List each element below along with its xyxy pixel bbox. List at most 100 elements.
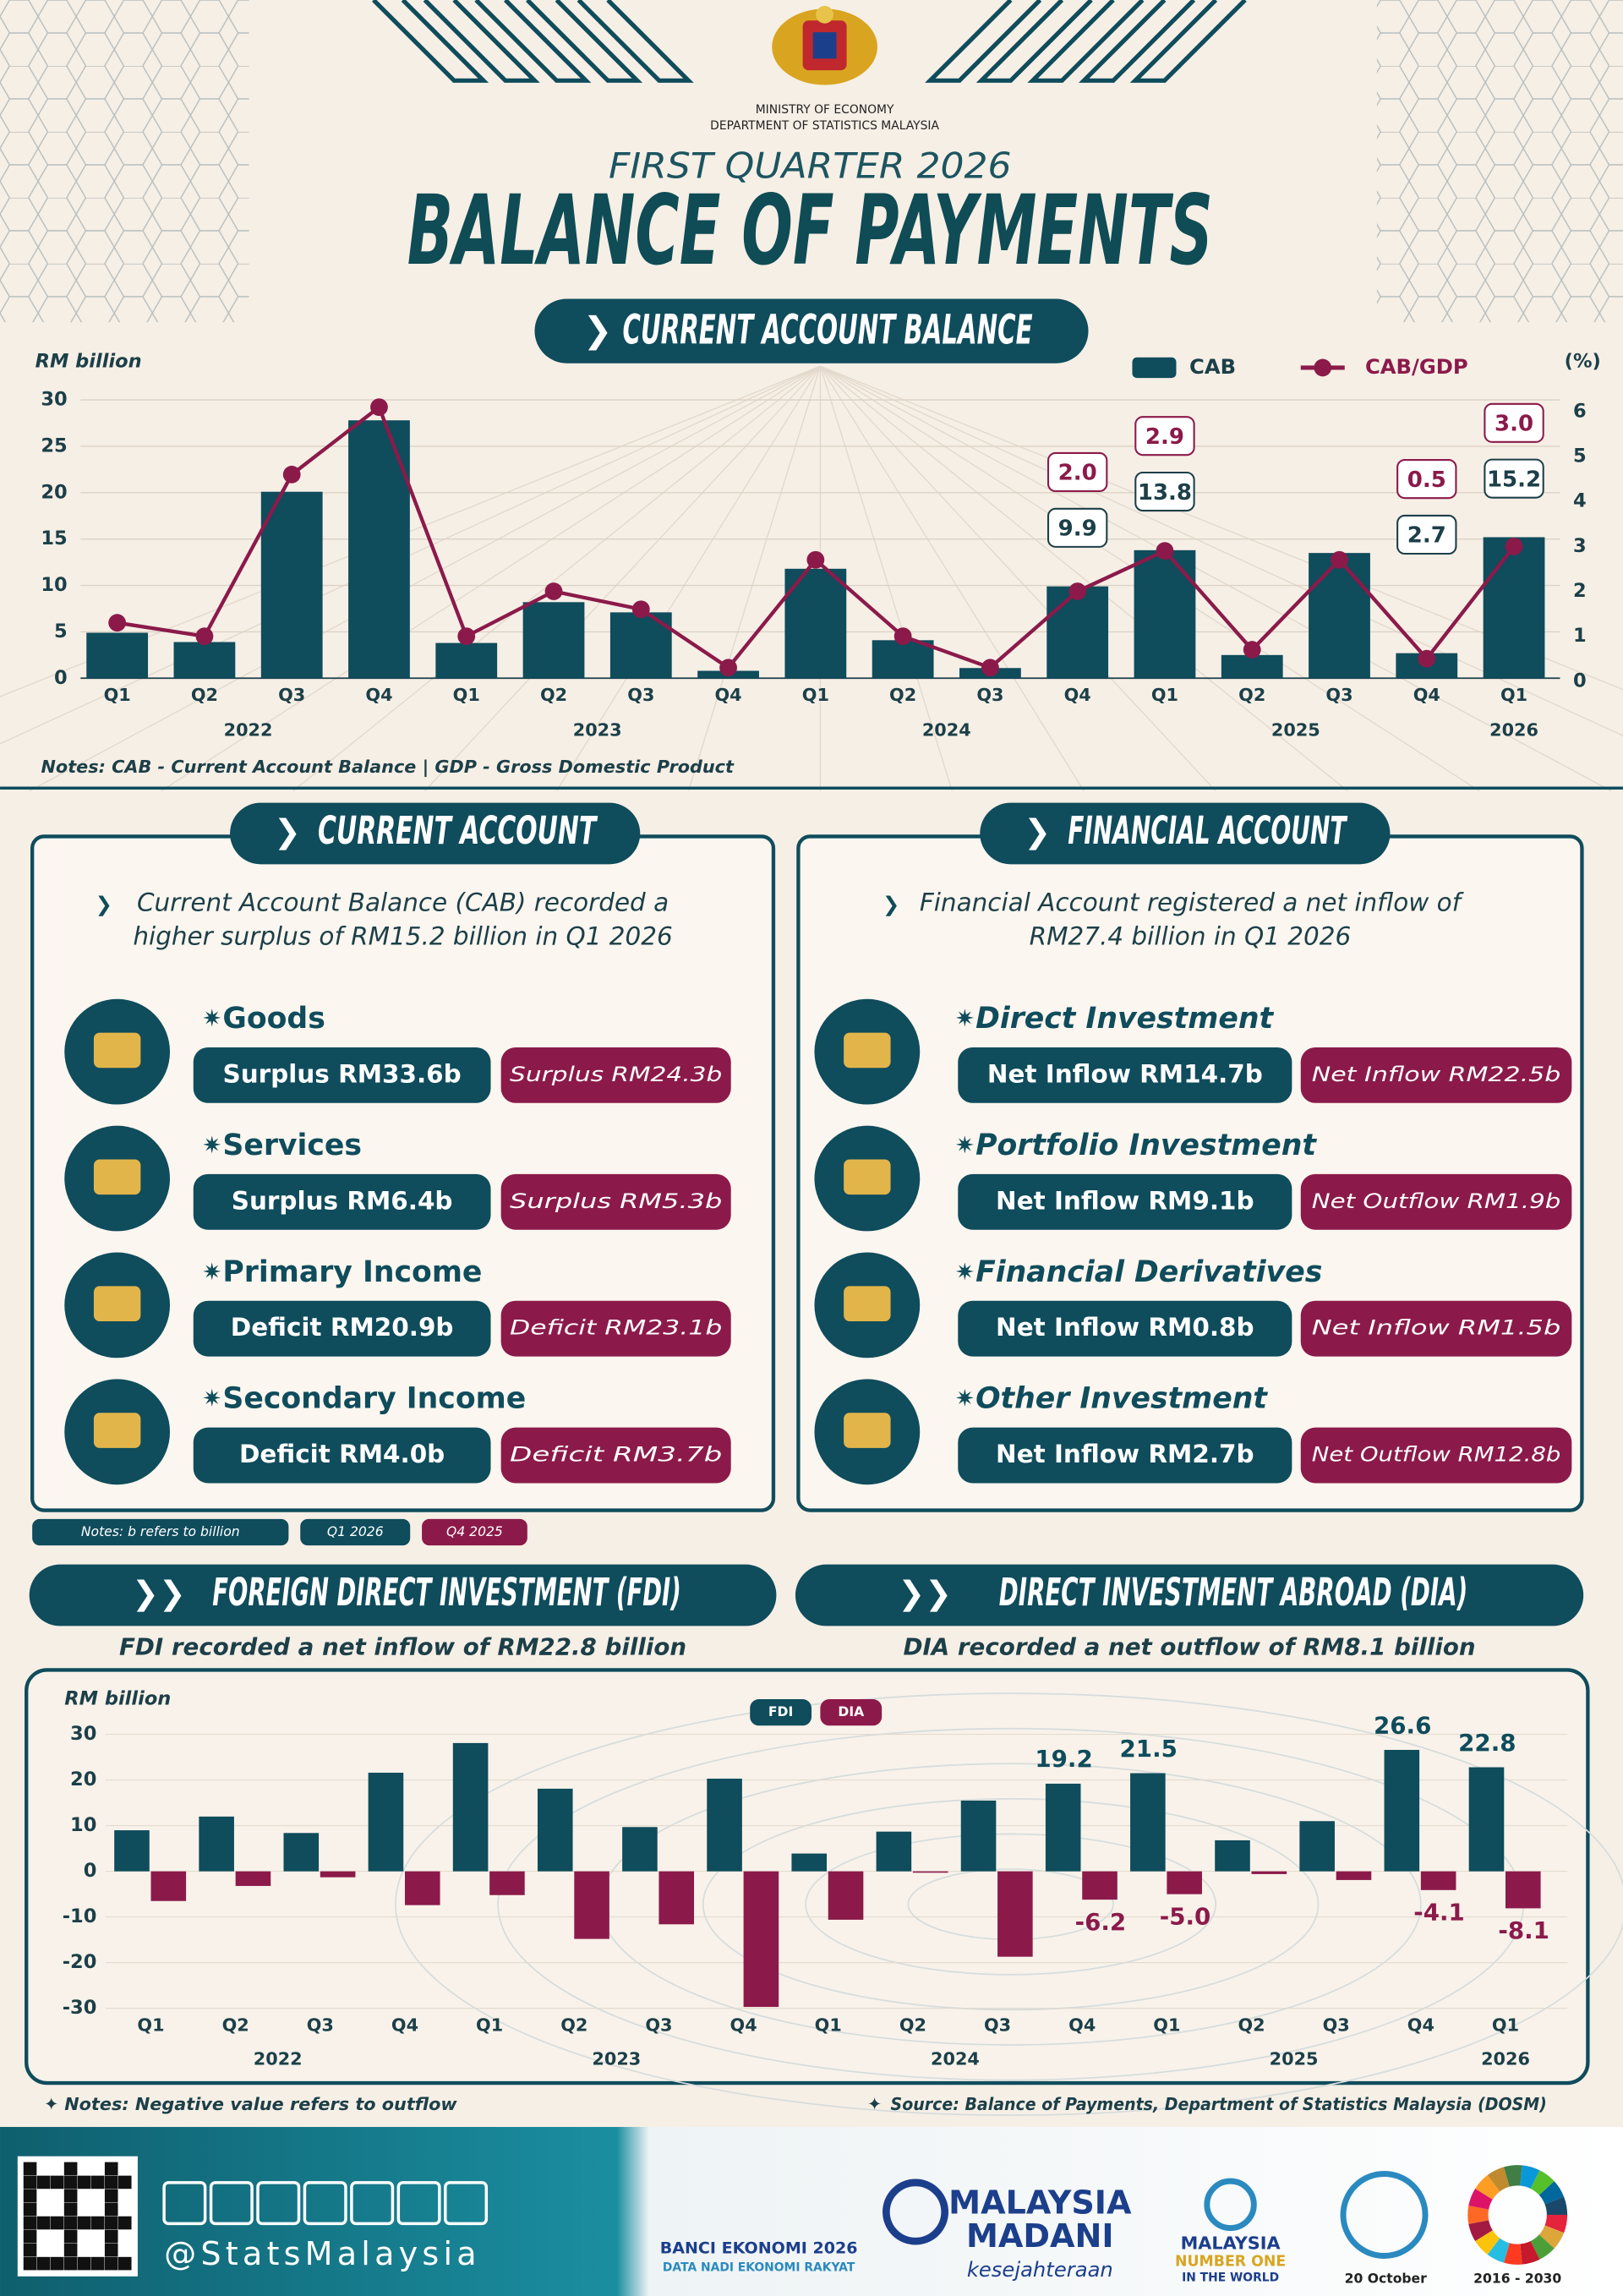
previous-pill [1300,1427,1572,1484]
sdg-wheel [1544,2215,1568,2233]
subtitle: FIRST QUARTER 2026 [609,145,1012,186]
qr-cell [36,2175,51,2189]
x-tick-label: Q3 [278,685,305,705]
bar [658,1871,695,1925]
logo-mark [1340,2171,1429,2259]
bar [114,1830,150,1872]
panel-title: FINANCIAL ACCOUNT [1068,808,1347,853]
qr-cell [77,2256,91,2271]
y2-tick-label: 2 [1573,580,1587,602]
bar [622,1827,658,1872]
agency-line: DEPARTMENT OF STATISTICS MALAYSIA [710,119,939,133]
qr-cell [63,2229,78,2244]
swirl-decoration [702,1798,1320,2011]
bullet: ❯ [883,892,899,916]
sdg-wheel [1544,2196,1568,2216]
line-point [195,627,214,646]
perspective-line [820,365,1612,792]
x-tick-label: Q4 [730,2014,757,2035]
item-name: Direct Investment [975,1002,1274,1036]
current-pill [958,1427,1292,1484]
line-point [1243,641,1261,659]
bar [1309,553,1370,679]
y-axis-label: RM billion [36,351,142,373]
value-label: 13.8 [1138,480,1192,506]
line-point [893,627,912,646]
notes-label: Notes: b refers to billion [81,1524,240,1539]
bar [872,640,934,679]
previous-pill [500,1427,731,1484]
star: ✷ [202,1004,221,1032]
sdg-wheel [1487,2238,1510,2263]
social-icon [256,2181,301,2226]
y2-tick-label: 5 [1573,446,1587,467]
legend-swatch [1314,358,1332,377]
notes-pill [422,1518,527,1546]
current-pill [958,1047,1292,1103]
bar [1483,537,1545,679]
current-value: Net Inflow RM0.8b [996,1313,1254,1342]
x-tick-label: Q1 [815,2014,842,2035]
panel-summary: Financial Account registered a net inflo… [920,888,1465,917]
line-point [282,465,301,484]
current-value: Deficit RM20.9b [231,1313,454,1342]
value-label-box [1046,451,1108,493]
qr-cell [104,2175,118,2189]
y-tick-label: 20 [41,481,67,503]
bar [235,1871,271,1886]
social-icon [396,2181,441,2226]
y2-tick-label: 1 [1573,625,1587,647]
x-tick-label: Q2 [1238,685,1265,705]
sdg-wheel [1520,2165,1540,2189]
value-label-box [1484,402,1544,443]
y-axis-label: RM billion [64,1688,171,1710]
social-icon [209,2181,254,2226]
bar [173,642,236,679]
y-tick-label: 25 [41,435,67,456]
perspective-line [161,365,821,792]
y-tick-label: 15 [41,528,67,549]
logo-text: MALAYSIA [948,2184,1132,2221]
value-label: 2.0 [1058,461,1097,486]
qr-cell [63,2202,78,2217]
star: ✷ [202,1131,221,1159]
bar [912,1871,948,1873]
sdg-wheel [1475,2174,1500,2200]
qr-cell [23,2243,37,2257]
value-label: 2.7 [1407,523,1446,549]
bar [199,1816,234,1872]
bar [260,491,323,679]
qr-cell [50,2175,64,2189]
section-banner [534,298,1089,364]
chevron: ❯❯ [898,1575,952,1613]
value-label: 9.9 [1058,517,1097,542]
section-summary: DIA recorded a net outflow of RM8.1 bill… [903,1632,1475,1660]
star: ✷ [955,1385,975,1413]
x-tick-label: Q1 [1151,685,1178,705]
bar [1506,1871,1541,1909]
qr-cell [23,2189,37,2203]
line-point [631,600,650,619]
x-group-label: 2022 [224,720,273,741]
x-tick-label: Q3 [976,685,1003,705]
qr-cell [104,2243,118,2257]
bar [1130,1773,1166,1872]
current-pill [193,1427,491,1484]
qr-cell [50,2216,64,2230]
chevron: ❯ [1024,812,1051,850]
sdg-wheel [1468,2220,1493,2242]
footer-band [0,2127,1623,2296]
qr-cell [104,2256,118,2271]
section-banner [29,1564,777,1626]
x-tick-label: Q2 [889,685,916,705]
bar [1215,1840,1250,1872]
current-value: Net Inflow RM14.7b [987,1059,1263,1088]
panel-summary: higher surplus of RM15.2 billion in Q1 2… [133,921,672,950]
notes-label: Q4 2025 [446,1524,503,1539]
bar [828,1871,864,1920]
footer-source: Source: Balance of Payments, Department … [891,2094,1547,2114]
notes-pill [32,1518,289,1546]
x-tick-label: Q4 [715,685,742,705]
